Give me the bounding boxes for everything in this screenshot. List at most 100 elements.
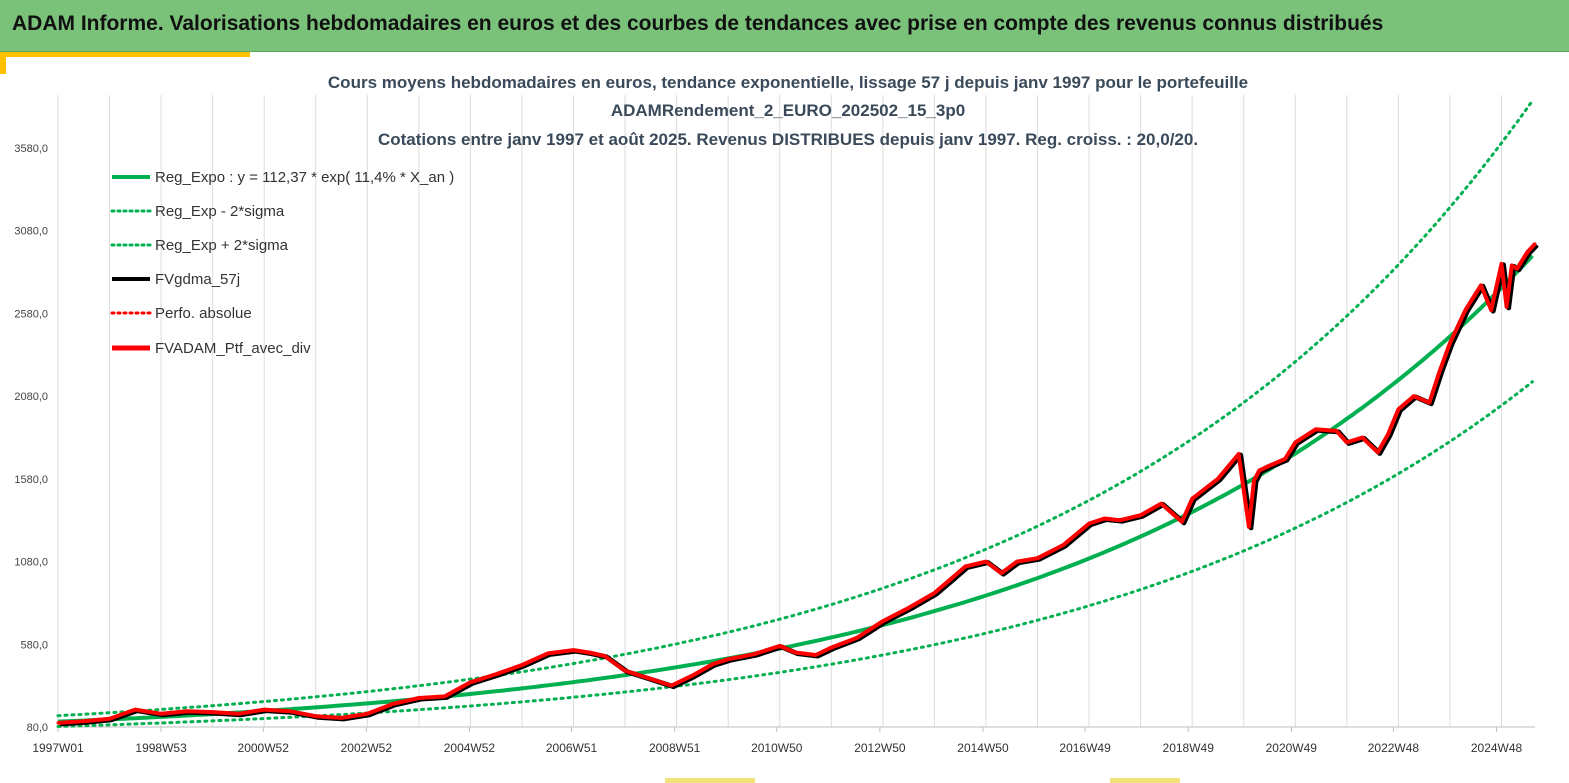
x-tick-label: 1998W53 [135, 741, 187, 755]
accent-bar-vertical [0, 52, 6, 74]
series-point [56, 721, 60, 725]
series-point [1257, 469, 1261, 473]
series-point [1360, 435, 1364, 439]
series-point [623, 669, 627, 673]
x-tick-label: 2016W49 [1059, 741, 1111, 755]
legend-label-lower: Reg_Exp - 2*sigma [155, 203, 285, 220]
series-point [999, 571, 1003, 575]
x-tick-label: 2024W48 [1471, 741, 1523, 755]
series-point [1427, 401, 1431, 405]
series-point [443, 694, 447, 698]
series-point [752, 652, 756, 656]
series-point [711, 662, 715, 666]
series-point [494, 672, 498, 676]
x-tick-label: 1997W01 [32, 741, 84, 755]
series-point [1499, 262, 1503, 266]
series-point [1159, 502, 1163, 506]
series-point [391, 702, 395, 706]
x-tick-label: 2022W48 [1368, 741, 1420, 755]
series-point [1448, 341, 1452, 345]
series-point [1412, 394, 1416, 398]
x-tick-label: 2006W51 [546, 741, 598, 755]
series-point [1438, 369, 1442, 373]
series-point [520, 663, 524, 667]
series-point [1489, 308, 1493, 312]
series-point [1335, 429, 1339, 433]
series-point [1061, 543, 1065, 547]
series-point [159, 712, 163, 716]
series-point [1386, 432, 1390, 436]
series-point [546, 651, 550, 655]
series-point [1237, 452, 1241, 456]
series-point [572, 648, 576, 652]
series-point [1268, 464, 1272, 468]
page-title: ADAM Informe. Valorisations hebdomadaire… [12, 12, 1384, 35]
x-tick-label: 2004W52 [444, 741, 496, 755]
series-point [417, 696, 421, 700]
x-tick-label: 2010W50 [751, 741, 803, 755]
series-point [288, 709, 292, 713]
series-point [262, 708, 266, 712]
series-point [1533, 242, 1537, 246]
x-tick-label: 2020W49 [1266, 741, 1318, 755]
series-point [948, 578, 952, 582]
legend-label-smoothed: FVgdma_57j [155, 271, 240, 288]
series-point [1252, 478, 1256, 482]
series-point [108, 717, 112, 721]
y-tick-label: 2080,0 [14, 391, 48, 403]
y-tick-label: 80,0 [27, 722, 48, 734]
x-tick-label: 2008W51 [649, 741, 701, 755]
series-point [1247, 525, 1251, 529]
series-point [1036, 556, 1040, 560]
series-point [1190, 497, 1194, 501]
chart-series [56, 99, 1539, 728]
x-tick-label: 2000W52 [238, 741, 290, 755]
series-point [829, 646, 833, 650]
series-point [963, 565, 967, 569]
series-point [1505, 305, 1509, 309]
series-point [82, 719, 86, 723]
series-point [340, 716, 344, 720]
chart-legend: Reg_Expo : y = 112,37 * exp( 11,4% * X_a… [110, 169, 454, 357]
series-fvadam-ptf [57, 242, 1537, 725]
series-point [881, 619, 885, 623]
series-point [211, 710, 215, 714]
series-point [649, 677, 653, 681]
series-point [1139, 513, 1143, 517]
legend-label-trend: Reg_Expo : y = 112,37 * exp( 11,4% * X_a… [155, 169, 454, 186]
series-point [1376, 450, 1380, 454]
x-tick-label: 2018W49 [1163, 741, 1215, 755]
series-point [1479, 283, 1483, 287]
series-point [133, 708, 137, 712]
series-point [1103, 517, 1107, 521]
series-point [1510, 263, 1514, 267]
series-point [814, 653, 818, 657]
x-tick-label: 2014W50 [957, 741, 1009, 755]
y-tick-label: 1080,0 [14, 557, 48, 569]
accent-bar [0, 52, 250, 57]
series-point [669, 684, 673, 688]
chart-title-line-2: ADAMRendement_2_EURO_202502_15_3p0 [611, 101, 965, 120]
legend-label-perfo: Perfo. absolue [155, 305, 252, 322]
header-banner: ADAM Informe. Valorisations hebdomadaire… [0, 0, 1569, 52]
series-point [932, 591, 936, 595]
y-tick-label: 2580,0 [14, 308, 48, 320]
series-point [1015, 560, 1019, 564]
series-point [690, 674, 694, 678]
series-point [1087, 522, 1091, 526]
x-tick-label: 2012W50 [854, 741, 906, 755]
chart-grid [57, 95, 1502, 727]
series-point [1293, 440, 1297, 444]
series-point [314, 714, 318, 718]
accent-bar-bottom-2 [1110, 778, 1180, 783]
series-point [365, 712, 369, 716]
series-point [587, 651, 591, 655]
series-point [1515, 267, 1519, 271]
y-tick-label: 1580,0 [14, 474, 48, 486]
series-point [1345, 440, 1349, 444]
chart-title-line-3: Cotations entre janv 1997 et août 2025. … [378, 130, 1198, 149]
chart-title-line-1: Cours moyens hebdomadaires en euros, ten… [328, 73, 1248, 92]
legend-label-upper: Reg_Exp + 2*sigma [155, 237, 289, 254]
series-point [602, 654, 606, 658]
